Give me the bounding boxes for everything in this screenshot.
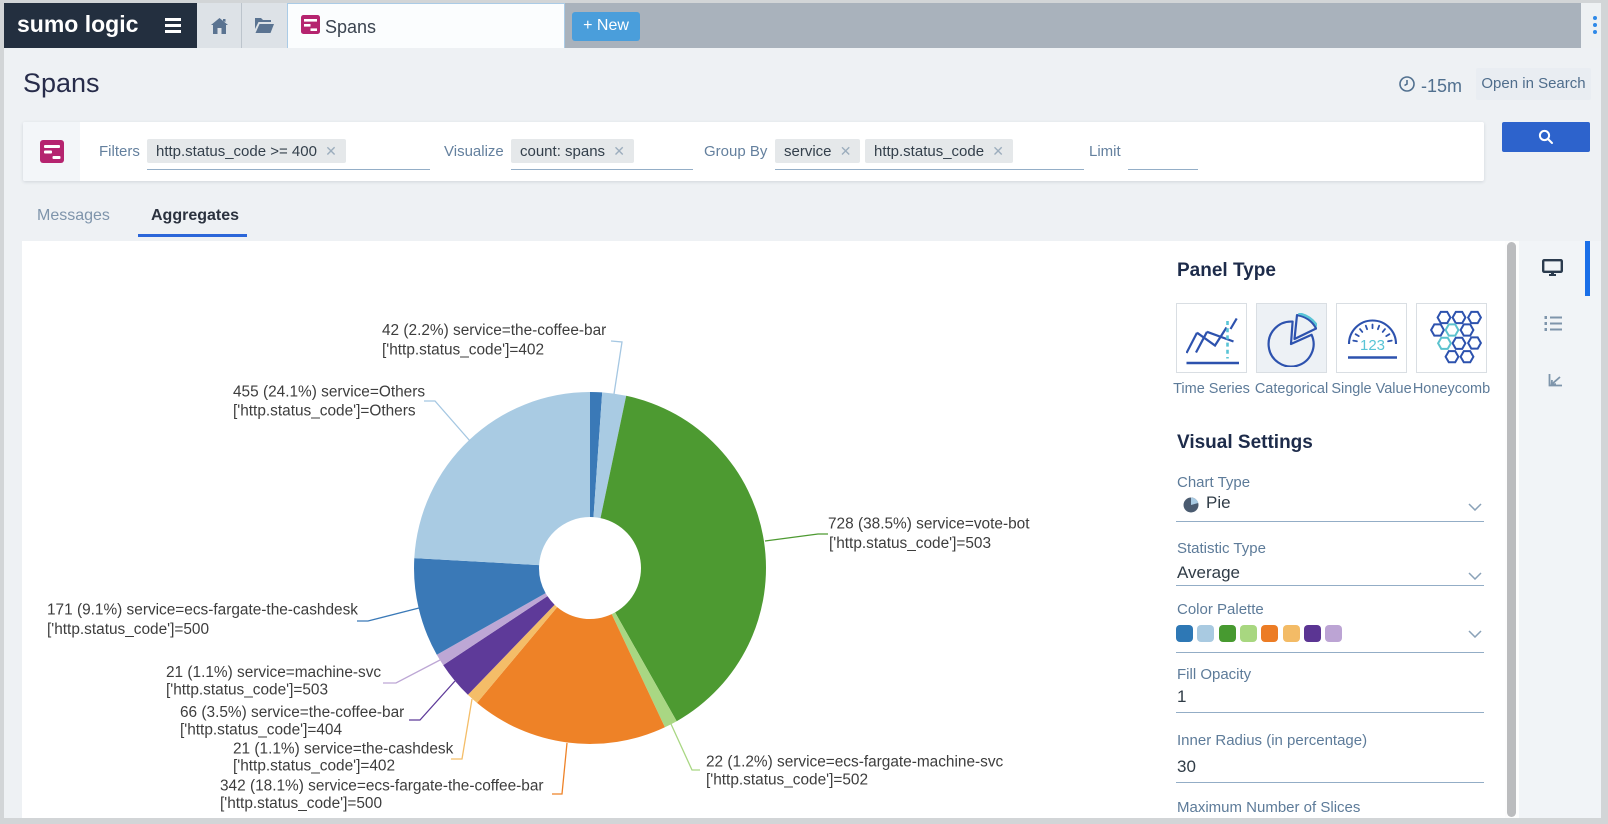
svg-text:342 (18.1%) service=ecs-fargat: 342 (18.1%) service=ecs-fargate-the-coff… [220,778,544,795]
svg-text:['http.status_code']=402: ['http.status_code']=402 [382,342,544,359]
svg-text:['http.status_code']=402: ['http.status_code']=402 [233,758,395,775]
svg-text:66 (3.5%) service=the-coffee-b: 66 (3.5%) service=the-coffee-bar [180,704,404,721]
svg-text:728 (38.5%) service=vote-bot: 728 (38.5%) service=vote-bot [828,516,1030,533]
svg-text:['http.status_code']=Others: ['http.status_code']=Others [233,403,416,420]
svg-text:['http.status_code']=500: ['http.status_code']=500 [47,621,209,638]
svg-text:171 (9.1%) service=ecs-fargate: 171 (9.1%) service=ecs-fargate-the-cashd… [47,602,358,619]
svg-text:22 (1.2%) service=ecs-fargate-: 22 (1.2%) service=ecs-fargate-machine-sv… [706,754,1004,771]
svg-text:455 (24.1%) service=Others: 455 (24.1%) service=Others [233,384,425,401]
svg-text:123: 123 [1360,337,1385,354]
svg-text:['http.status_code']=502: ['http.status_code']=502 [706,772,868,789]
svg-text:['http.status_code']=404: ['http.status_code']=404 [180,722,342,739]
svg-text:['http.status_code']=503: ['http.status_code']=503 [166,682,328,699]
svg-text:['http.status_code']=500: ['http.status_code']=500 [220,795,382,812]
svg-text:['http.status_code']=503: ['http.status_code']=503 [829,535,991,552]
svg-text:42 (2.2%) service=the-coffee-b: 42 (2.2%) service=the-coffee-bar [382,322,606,339]
svg-text:21 (1.1%) service=machine-svc: 21 (1.1%) service=machine-svc [166,664,381,681]
svg-text:21 (1.1%) service=the-cashdesk: 21 (1.1%) service=the-cashdesk [233,741,454,758]
